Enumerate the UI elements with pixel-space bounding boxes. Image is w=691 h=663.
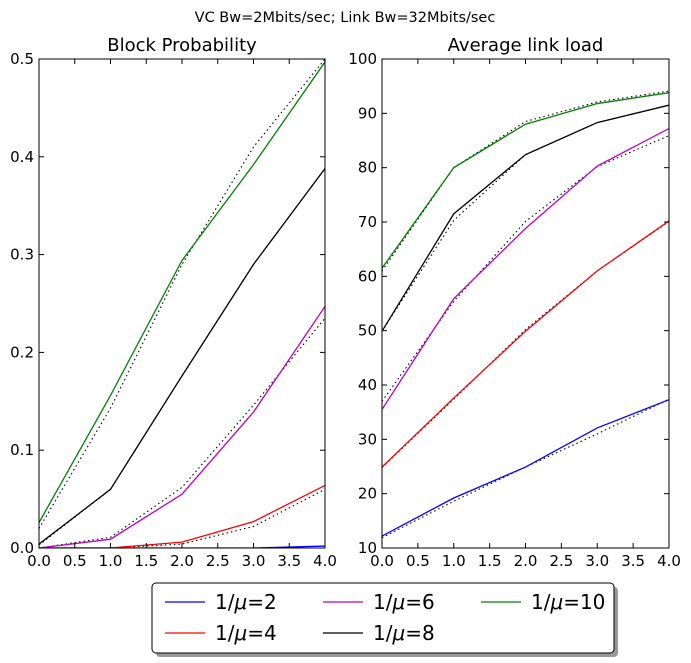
series-line bbox=[382, 104, 669, 332]
legend-frame bbox=[151, 582, 615, 654]
series-line bbox=[382, 399, 669, 537]
y-tick-label: 0.5 bbox=[10, 50, 34, 68]
series-line bbox=[39, 306, 325, 548]
x-tick-label: 0.0 bbox=[27, 552, 51, 570]
x-tick-label: 4.0 bbox=[313, 552, 337, 570]
series-line bbox=[382, 220, 669, 468]
series-line bbox=[382, 127, 669, 410]
y-tick-label: 90 bbox=[358, 104, 377, 122]
y-tick-label: 80 bbox=[358, 159, 377, 177]
average-link-load-panel: Average link load 0.0 0.5 1.0 1.5 2.0 2.5 3.0 3.… bbox=[348, 35, 681, 570]
x-tick-label: 0.5 bbox=[63, 552, 87, 570]
reference-series-line bbox=[382, 221, 669, 468]
legend-label: 1/μ=2 bbox=[215, 590, 277, 614]
x-tick-label: 2.5 bbox=[206, 552, 230, 570]
legend-label: 1/μ=10 bbox=[531, 590, 605, 614]
y-tick-label: 0.3 bbox=[10, 246, 34, 264]
legend-label: 1/μ=8 bbox=[373, 621, 435, 645]
x-tick-label: 0.0 bbox=[370, 552, 394, 570]
reference-series-line bbox=[382, 90, 669, 272]
reference-series-line bbox=[382, 135, 669, 402]
x-tick-label: 1.5 bbox=[134, 552, 158, 570]
series-line bbox=[39, 484, 325, 548]
y-tick-label: 0.4 bbox=[10, 148, 34, 166]
reference-series-line bbox=[39, 488, 325, 548]
x-tick-label: 1.0 bbox=[99, 552, 123, 570]
y-tick-label: 0.0 bbox=[10, 539, 34, 557]
figure-suptitle: VC Bw=2Mbits/sec; Link Bw=32Mbits/sec bbox=[195, 10, 496, 26]
axes-frame bbox=[381, 58, 670, 549]
x-tick-label: 0.5 bbox=[406, 552, 430, 570]
y-tick-label: 50 bbox=[358, 322, 377, 340]
y-tick-label: 0.2 bbox=[10, 343, 34, 361]
series-line bbox=[39, 168, 325, 545]
x-tick-label: 2.5 bbox=[549, 552, 573, 570]
panel-title: Average link load bbox=[448, 35, 604, 56]
series-line bbox=[39, 61, 325, 523]
block-probability-panel: Block Probability 0.0 0.5 1.0 1.5 2.0 2.5 3.0 3.… bbox=[10, 35, 337, 570]
y-tick-label: 30 bbox=[358, 430, 377, 448]
x-tick-label: 2.0 bbox=[170, 552, 194, 570]
reference-series-line bbox=[382, 398, 669, 539]
series-line bbox=[382, 92, 669, 269]
y-tick-label: 70 bbox=[358, 213, 377, 231]
legend-label: 1/μ=4 bbox=[215, 621, 277, 645]
y-tick-label: 60 bbox=[358, 267, 377, 285]
panel-title: Block Probability bbox=[107, 35, 257, 56]
x-tick-label: 1.5 bbox=[478, 552, 502, 570]
y-tick-label: 40 bbox=[358, 376, 377, 394]
x-tick-label: 3.0 bbox=[242, 552, 266, 570]
x-tick-label: 1.0 bbox=[442, 552, 466, 570]
y-tick-label: 100 bbox=[348, 50, 377, 68]
reference-series-line bbox=[39, 59, 325, 529]
x-tick-label: 3.0 bbox=[585, 552, 609, 570]
reference-series-line bbox=[39, 317, 325, 548]
x-tick-label: 4.0 bbox=[657, 552, 681, 570]
y-tick-label: 10 bbox=[358, 539, 377, 557]
x-tick-label: 3.5 bbox=[621, 552, 645, 570]
y-tick-label: 0.1 bbox=[10, 441, 34, 459]
legend: 1/μ=2 1/μ=4 1/μ=6 1/μ=8 1/μ=10 bbox=[151, 582, 618, 657]
x-tick-label: 3.5 bbox=[277, 552, 301, 570]
axes-frame bbox=[38, 58, 326, 549]
x-tick-label: 2.0 bbox=[514, 552, 538, 570]
legend-label: 1/μ=6 bbox=[373, 590, 435, 614]
series-line bbox=[39, 545, 325, 548]
y-tick-label: 20 bbox=[358, 485, 377, 503]
reference-series-line bbox=[382, 104, 669, 332]
